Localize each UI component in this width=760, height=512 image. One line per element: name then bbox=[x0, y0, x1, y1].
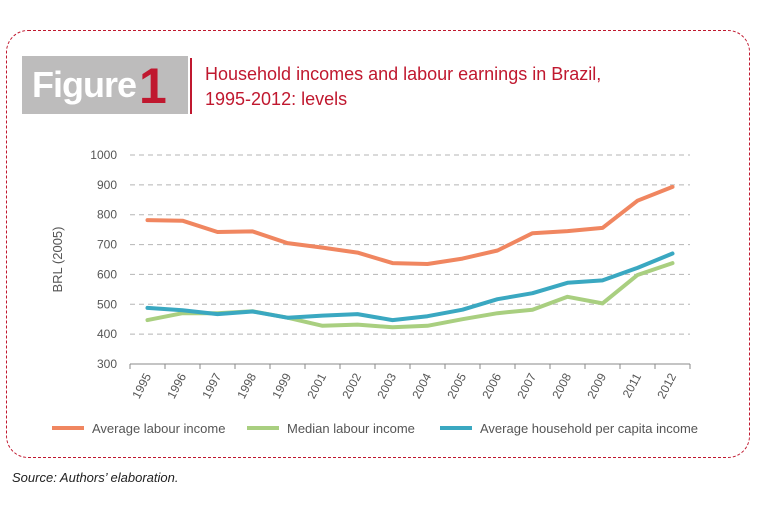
y-tick-label: 400 bbox=[97, 327, 117, 341]
chart-title-line-1: Household incomes and labour earnings in… bbox=[205, 64, 602, 84]
x-tick-label: 2001 bbox=[304, 371, 329, 401]
x-tick-label: 2004 bbox=[409, 371, 434, 401]
y-tick-label: 500 bbox=[97, 297, 117, 311]
x-tick-label: 1997 bbox=[199, 371, 224, 401]
series-line-household-per-capita bbox=[145, 251, 675, 323]
x-tick-label: 2011 bbox=[620, 371, 645, 401]
source-note: Source: Authors’ elaboration. bbox=[12, 470, 179, 485]
chart-title-line-2: 1995-2012: levels bbox=[205, 89, 348, 109]
y-tick-label: 700 bbox=[97, 238, 117, 252]
x-tick-label: 2009 bbox=[584, 371, 609, 401]
x-tick-label: 2002 bbox=[339, 371, 364, 401]
x-tick-label: 2008 bbox=[549, 371, 574, 401]
legend-label: Average household per capita income bbox=[480, 421, 698, 436]
x-tick-label: 1999 bbox=[269, 371, 294, 401]
series-line-average-labour bbox=[145, 184, 675, 266]
x-tick-label: 2005 bbox=[444, 371, 469, 401]
y-tick-label: 600 bbox=[97, 267, 117, 281]
y-tick-label: 1000 bbox=[90, 148, 117, 162]
y-tick-label: 300 bbox=[97, 357, 117, 371]
figure-label-word: Figure bbox=[32, 64, 137, 105]
x-tick-label: 1996 bbox=[164, 371, 189, 401]
x-tick-label: 1995 bbox=[129, 371, 154, 401]
y-tick-label: 900 bbox=[97, 178, 117, 192]
x-tick-label: 2007 bbox=[514, 371, 539, 401]
x-tick-label: 1998 bbox=[234, 371, 259, 401]
figure-frame bbox=[6, 30, 750, 458]
chart-title: Household incomes and labour earnings in… bbox=[205, 62, 725, 112]
x-tick-label: 2006 bbox=[479, 371, 504, 401]
title-divider bbox=[190, 58, 192, 114]
y-axis-label: BRL (2005) bbox=[50, 227, 65, 293]
figure-label-box bbox=[22, 56, 188, 114]
y-tick-label: 800 bbox=[97, 208, 117, 222]
legend-label: Average labour income bbox=[92, 421, 225, 436]
x-tick-label: 2012 bbox=[654, 371, 679, 401]
legend-label: Median labour income bbox=[287, 421, 415, 436]
figure-label-number: 1 bbox=[139, 58, 167, 114]
x-tick-label: 2003 bbox=[374, 371, 399, 401]
